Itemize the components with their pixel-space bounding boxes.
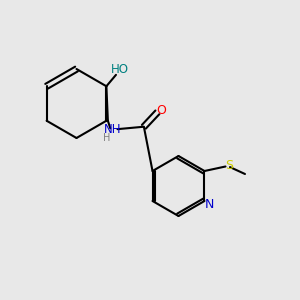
Text: O: O xyxy=(156,104,166,117)
Text: N: N xyxy=(205,198,214,211)
Text: H: H xyxy=(103,133,110,143)
Text: HO: HO xyxy=(111,63,129,76)
Text: S: S xyxy=(225,159,233,172)
Text: NH: NH xyxy=(103,123,121,136)
